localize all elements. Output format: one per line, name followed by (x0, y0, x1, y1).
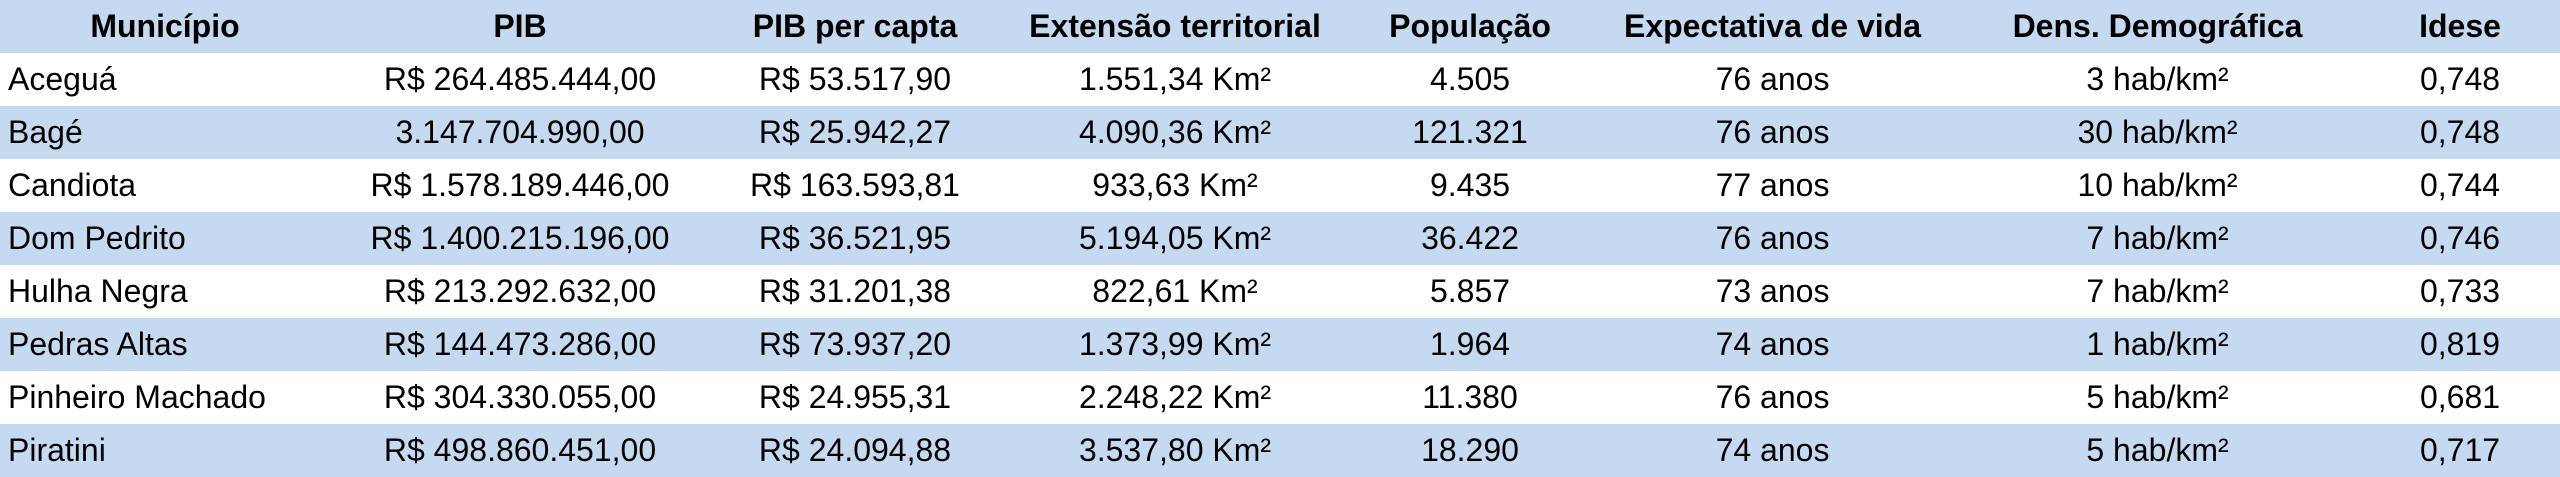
cell-extensao: 933,63 Km² (1092, 167, 1258, 203)
table-row: Bagé 3.147.704.990,00 R$ 25.942,27 4.090… (0, 106, 2560, 159)
header-expectativa-de-vida: Expectativa de vida (1623, 8, 1922, 44)
cell-municipio: Pinheiro Machado (8, 379, 266, 415)
cell-expectativa: 76 anos (1715, 379, 1830, 415)
cell-populacao: 18.290 (1421, 432, 1519, 468)
cell-pib-per-capta: R$ 24.955,31 (758, 379, 952, 415)
cell-pib: R$ 144.473.286,00 (383, 326, 657, 362)
cell-expectativa: 74 anos (1715, 326, 1830, 362)
cell-pib-per-capta: R$ 31.201,38 (758, 273, 952, 309)
table-row: Dom Pedrito R$ 1.400.215.196,00 R$ 36.52… (0, 212, 2560, 265)
header-idese: Idese (2419, 8, 2501, 44)
table-row: Pinheiro Machado R$ 304.330.055,00 R$ 24… (0, 371, 2560, 424)
header-populacao: População (1389, 8, 1551, 44)
cell-municipio: Piratini (8, 432, 106, 468)
cell-densidade: 5 hab/km² (2086, 379, 2229, 415)
cell-expectativa: 76 anos (1715, 61, 1830, 97)
cell-idese: 0,744 (2419, 167, 2501, 203)
cell-expectativa: 73 anos (1715, 273, 1830, 309)
cell-pib-per-capta: R$ 25.942,27 (758, 114, 952, 150)
cell-populacao: 4.505 (1429, 61, 1511, 97)
cell-idese: 0,681 (2419, 379, 2501, 415)
cell-extensao: 2.248,22 Km² (1078, 379, 1272, 415)
cell-expectativa: 76 anos (1715, 220, 1830, 256)
cell-pib-per-capta: R$ 53.517,90 (758, 61, 952, 97)
cell-extensao: 822,61 Km² (1092, 273, 1258, 309)
cell-municipio: Bagé (8, 114, 83, 150)
cell-pib-per-capta: R$ 36.521,95 (758, 220, 952, 256)
cell-extensao: 5.194,05 Km² (1078, 220, 1272, 256)
cell-densidade: 1 hab/km² (2086, 326, 2229, 362)
cell-densidade: 10 hab/km² (2077, 167, 2238, 203)
header-pib-per-capta: PIB per capta (752, 8, 958, 44)
cell-populacao: 9.435 (1429, 167, 1511, 203)
cell-extensao: 4.090,36 Km² (1078, 114, 1272, 150)
cell-pib: R$ 213.292.632,00 (383, 273, 657, 309)
cell-expectativa: 76 anos (1715, 114, 1830, 150)
table-row: Candiota R$ 1.578.189.446,00 R$ 163.593,… (0, 159, 2560, 212)
cell-idese: 0,748 (2419, 114, 2501, 150)
cell-municipio: Aceguá (8, 61, 117, 97)
table-row: Piratini R$ 498.860.451,00 R$ 24.094,88 … (0, 424, 2560, 477)
cell-extensao: 3.537,80 Km² (1078, 432, 1272, 468)
table-row: Hulha Negra R$ 213.292.632,00 R$ 31.201,… (0, 265, 2560, 318)
cell-extensao: 1.551,34 Km² (1078, 61, 1272, 97)
header-extensao-territorial: Extensão territorial (1029, 8, 1321, 44)
cell-municipio: Hulha Negra (8, 273, 188, 309)
cell-pib-per-capta: R$ 163.593,81 (750, 167, 960, 203)
cell-pib-per-capta: R$ 24.094,88 (758, 432, 952, 468)
cell-expectativa: 77 anos (1715, 167, 1830, 203)
header-municipio: Município (90, 8, 240, 44)
cell-populacao: 121.321 (1412, 114, 1528, 150)
cell-municipio: Pedras Altas (8, 326, 188, 362)
cell-idese: 0,748 (2419, 61, 2501, 97)
cell-densidade: 7 hab/km² (2086, 220, 2229, 256)
cell-densidade: 3 hab/km² (2086, 61, 2229, 97)
cell-idese: 0,746 (2419, 220, 2501, 256)
cell-idese: 0,717 (2419, 432, 2501, 468)
table-row: Aceguá R$ 264.485.444,00 R$ 53.517,90 1.… (0, 53, 2560, 106)
cell-pib: R$ 1.578.189.446,00 (370, 167, 670, 203)
cell-pib-per-capta: R$ 73.937,20 (758, 326, 952, 362)
cell-municipio: Candiota (8, 167, 137, 203)
cell-extensao: 1.373,99 Km² (1078, 326, 1272, 362)
cell-populacao: 1.964 (1429, 326, 1511, 362)
cell-municipio: Dom Pedrito (8, 220, 186, 256)
cell-densidade: 5 hab/km² (2086, 432, 2229, 468)
cell-pib: R$ 264.485.444,00 (383, 61, 657, 97)
cell-idese: 0,733 (2419, 273, 2501, 309)
header-dens-demografica: Dens. Demográfica (2012, 8, 2303, 44)
cell-pib: R$ 304.330.055,00 (383, 379, 657, 415)
cell-pib: 3.147.704.990,00 (395, 114, 645, 150)
cell-populacao: 36.422 (1421, 220, 1519, 256)
table-row: Pedras Altas R$ 144.473.286,00 R$ 73.937… (0, 318, 2560, 371)
cell-pib: R$ 498.860.451,00 (383, 432, 657, 468)
cell-densidade: 7 hab/km² (2086, 273, 2229, 309)
cell-populacao: 5.857 (1429, 273, 1511, 309)
cell-densidade: 30 hab/km² (2077, 114, 2238, 150)
cell-expectativa: 74 anos (1715, 432, 1830, 468)
cell-pib: R$ 1.400.215.196,00 (370, 220, 670, 256)
header-pib: PIB (493, 8, 547, 44)
cell-idese: 0,819 (2419, 326, 2501, 362)
table-header-row: Município PIB PIB per capta Extensão ter… (0, 0, 2560, 53)
cell-populacao: 11.380 (1422, 379, 1518, 415)
